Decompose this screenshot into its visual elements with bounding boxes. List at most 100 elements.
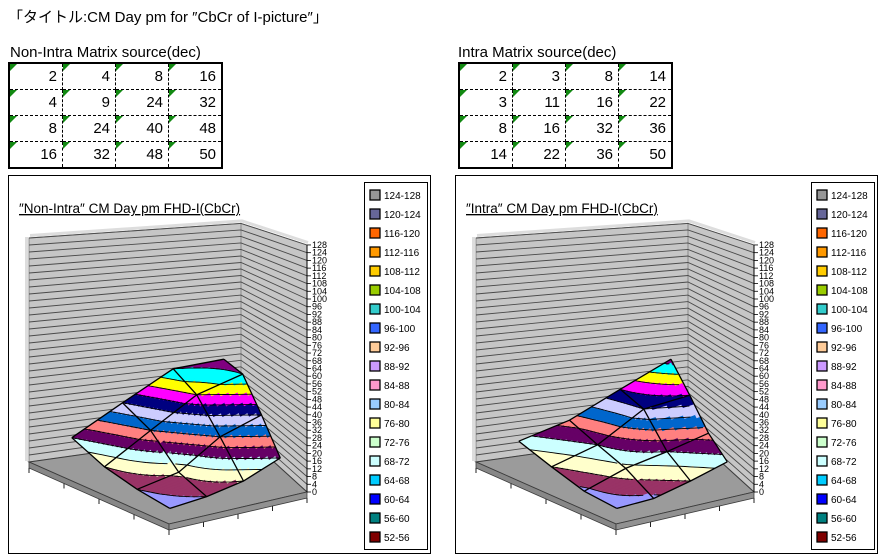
wall-gridline: [28, 222, 308, 246]
wall-gridline: [475, 242, 755, 269]
z-axis-label: 96: [759, 302, 769, 312]
legend-swatch: [369, 360, 381, 372]
matrix-cell[interactable]: 4: [62, 62, 116, 90]
wall-gridline: [475, 320, 755, 362]
matrix-cell[interactable]: 24: [62, 115, 116, 142]
contour-line: [231, 457, 281, 460]
legend-swatch: [369, 208, 381, 220]
legend-swatch: [816, 246, 828, 258]
matrix-cell[interactable]: 32: [168, 89, 223, 116]
legend-swatch: [369, 189, 381, 201]
contour-line: [597, 444, 668, 453]
legend-label: 52-56: [384, 533, 410, 544]
page-title: 「タイトル:CM Day pm for ″CbCr of I-picture″」: [8, 9, 328, 26]
cell-indicator-triangle-icon: [460, 90, 467, 97]
matrix-cell[interactable]: 14: [458, 141, 513, 169]
wall-gridline: [475, 366, 755, 416]
chart-title: ″Intra″ CM Day pm FHD-I(CbCr): [466, 201, 658, 216]
legend-label: 68-72: [384, 457, 410, 468]
z-axis-label: 28: [312, 433, 322, 443]
matrix-row: 3 11 16 22: [458, 89, 673, 116]
contour-line: [579, 486, 590, 489]
matrix-cell[interactable]: 3: [512, 62, 566, 90]
matrix-cell[interactable]: 22: [618, 89, 673, 116]
legend-swatch: [369, 284, 381, 296]
z-axis-label: 48: [759, 394, 769, 404]
wall-gridline: [475, 294, 755, 331]
matrix-cell[interactable]: 8: [458, 115, 513, 142]
matrix-cell[interactable]: 32: [565, 115, 619, 142]
wall-gridline: [28, 268, 308, 300]
cell-indicator-triangle-icon: [619, 116, 626, 123]
surface-mesh-line: [71, 437, 171, 509]
matrix-cell[interactable]: 50: [168, 141, 223, 169]
matrix-cell[interactable]: 8: [565, 62, 619, 90]
matrix-row: 2 3 8 14: [458, 62, 673, 90]
legend-swatch: [369, 417, 381, 429]
z-axis-label: 100: [312, 294, 327, 304]
legend-label: 108-112: [384, 267, 420, 278]
contour-line: [531, 435, 598, 446]
matrix-cell[interactable]: 48: [168, 115, 223, 142]
z-axis-label: 24: [759, 441, 769, 451]
matrix-cell[interactable]: 40: [115, 115, 169, 142]
contour-line: [639, 479, 691, 482]
cell-indicator-triangle-icon: [116, 64, 123, 71]
matrix-cell[interactable]: 24: [115, 89, 169, 116]
legend-label: 84-88: [384, 381, 410, 392]
wall-gridline: [28, 248, 308, 277]
matrix-cell[interactable]: 16: [168, 62, 223, 90]
contour-line: [678, 465, 716, 469]
contour-line: [162, 441, 210, 447]
wall-gridline: [475, 268, 755, 300]
contour-line: [667, 451, 723, 456]
contour-line: [649, 416, 691, 420]
contour-line: [173, 412, 209, 416]
legend-swatch: [369, 474, 381, 486]
z-axis-label: 0: [759, 487, 764, 497]
matrix-cell[interactable]: 8: [115, 62, 169, 90]
legend-label: 72-76: [831, 438, 857, 449]
matrix-cell[interactable]: 36: [618, 115, 673, 142]
matrix-cell[interactable]: 22: [512, 141, 566, 169]
matrix-cell[interactable]: 9: [62, 89, 116, 116]
wall-gridline: [475, 314, 755, 354]
surface-chart-svg-non-intra: 0481216202428323640444852566064687276808…: [19, 182, 428, 550]
z-axis-label: 80: [312, 333, 322, 343]
matrix-cell[interactable]: 32: [62, 141, 116, 169]
matrix-cell[interactable]: 50: [618, 141, 673, 169]
matrix-cell[interactable]: 11: [512, 89, 566, 116]
surface-mesh-line: [71, 358, 225, 439]
cell-indicator-triangle-icon: [116, 116, 123, 123]
wall-gridline: [475, 301, 755, 338]
z-axis-label: 44: [312, 402, 322, 412]
matrix-cell[interactable]: 2: [458, 62, 513, 90]
matrix-cell[interactable]: 14: [618, 62, 673, 90]
matrix-cell[interactable]: 4: [8, 89, 63, 116]
chart-non-intra: 0 4 8 12 16 20 24 28 32 36 40 44 48 52 56 60 64 68 72 76 80 8…: [8, 175, 431, 554]
cell-indicator-triangle-icon: [619, 90, 626, 97]
legend-label: 80-84: [384, 400, 410, 411]
matrix-cell[interactable]: 48: [115, 141, 169, 169]
contour-line: [122, 402, 174, 413]
contour-line: [160, 376, 185, 383]
matrix-cell[interactable]: 16: [512, 115, 566, 142]
chart-legend: 124-128 120-124 116-120 112-116 108-112 104-1…: [364, 182, 428, 550]
z-axis-label: 128: [759, 240, 774, 250]
matrix-row: 4 9 24 32: [8, 89, 223, 116]
z-axis-label: 40: [759, 410, 769, 420]
z-axis-label: 76: [312, 340, 322, 350]
cell-indicator-triangle-icon: [169, 64, 176, 71]
matrix-cell[interactable]: 2: [8, 62, 63, 90]
z-axis-label: 12: [759, 464, 769, 474]
matrix-cell[interactable]: 3: [458, 89, 513, 116]
matrix-cell[interactable]: 16: [8, 141, 63, 169]
matrix-cell[interactable]: 36: [565, 141, 619, 169]
wall-gridline: [475, 307, 755, 346]
matrix-cell[interactable]: 16: [565, 89, 619, 116]
legend-swatch: [816, 284, 828, 296]
legend-swatch: [369, 341, 381, 353]
matrix-cell[interactable]: 8: [8, 115, 63, 142]
legend-swatch: [816, 493, 828, 505]
